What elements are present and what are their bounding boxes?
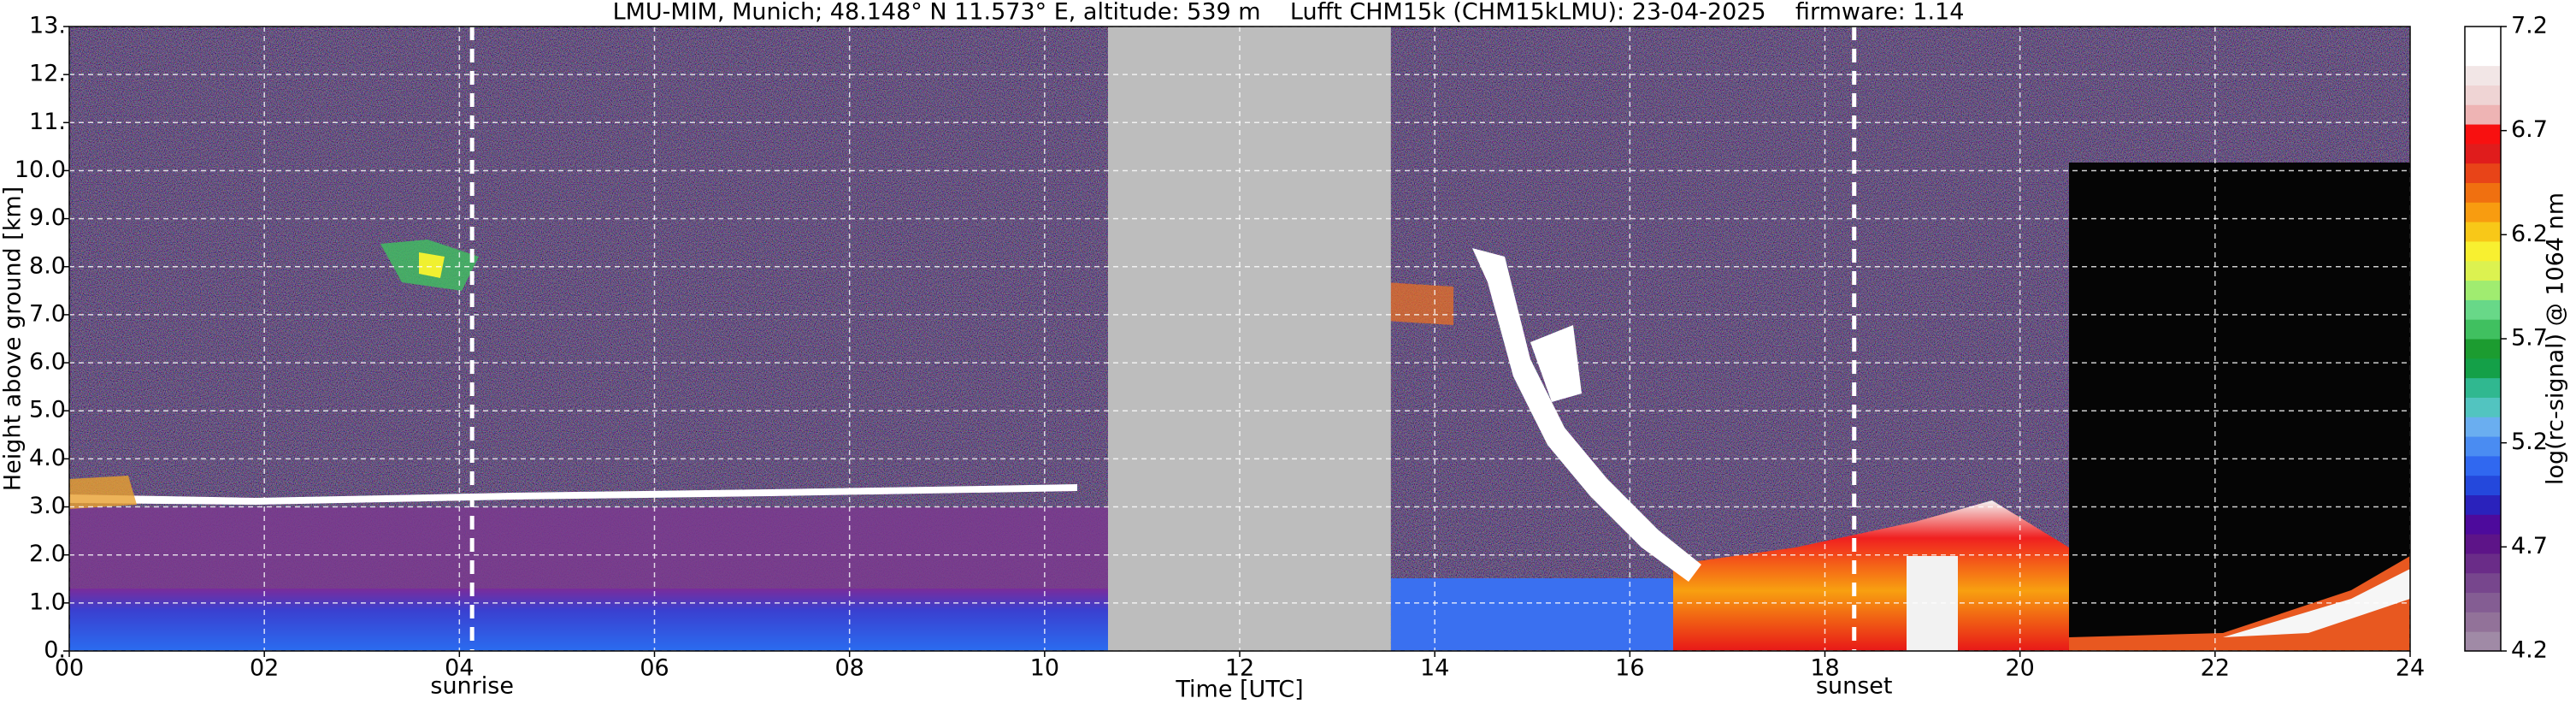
colorbar-tick-label: 4.2 — [2511, 637, 2548, 664]
colorbar-swatch — [2465, 104, 2501, 125]
colorbar-swatch — [2465, 182, 2501, 203]
colorbar-swatch — [2465, 163, 2501, 183]
colorbar-swatch — [2465, 339, 2501, 359]
colorbar-swatch — [2465, 27, 2501, 47]
x-tick-label: 08 — [834, 655, 864, 682]
y-tick-label: 7.0 — [29, 300, 66, 327]
y-tick-label: 8.0 — [29, 252, 66, 279]
x-tick-label: 22 — [2201, 655, 2230, 682]
colorbar-swatch — [2465, 514, 2501, 535]
x-axis-label: Time [UTC] — [1175, 677, 1303, 703]
colorbar-swatch — [2465, 280, 2501, 300]
y-tick-label: 2.0 — [29, 541, 66, 567]
x-tick-label: 10 — [1030, 655, 1059, 682]
x-tick-label: 02 — [250, 655, 279, 682]
y-tick-label: 5.0 — [29, 397, 66, 423]
colorbar-tick-label: 5.2 — [2511, 429, 2548, 455]
colorbar-swatch — [2465, 417, 2501, 437]
x-tick-label: 04 — [445, 655, 474, 682]
colorbar-swatch — [2465, 299, 2501, 320]
colorbar-swatch — [2465, 124, 2501, 145]
annotation-label: sunrise — [430, 673, 514, 700]
y-tick-label: 11. — [29, 109, 66, 135]
colorbar-swatch — [2465, 436, 2501, 457]
colorbar-tick-label: 7.2 — [2511, 13, 2548, 39]
colorbar-tick-label: 6.7 — [2511, 116, 2548, 143]
colorbar-swatch — [2465, 65, 2501, 86]
y-tick-label: 12. — [29, 61, 66, 87]
x-tick-label: 14 — [1420, 655, 1449, 682]
colorbar-swatch — [2465, 631, 2501, 652]
colorbar-swatch — [2465, 553, 2501, 574]
y-tick-label: 1.0 — [29, 589, 66, 615]
colorbar-swatch — [2465, 202, 2501, 222]
colorbar-swatch — [2465, 475, 2501, 495]
colorbar-swatch — [2465, 592, 2501, 612]
y-tick-label: 10.0 — [15, 157, 66, 183]
colorbar-swatch — [2465, 572, 2501, 594]
y-tick-label: 4.0 — [29, 445, 66, 471]
colorbar-tick-label: 4.7 — [2511, 533, 2548, 559]
colorbar-swatch — [2465, 85, 2501, 105]
colorbar-swatch — [2465, 143, 2501, 164]
plot-frame — [68, 26, 2411, 652]
colorbar-swatch — [2465, 222, 2501, 242]
colorbar-swatch — [2465, 534, 2501, 554]
colorbar-swatch — [2465, 260, 2501, 281]
colorbar-tick-label: 6.2 — [2511, 221, 2548, 247]
colorbar-swatch — [2465, 612, 2501, 632]
x-tick-label: 18 — [1810, 655, 1839, 682]
x-tick-label: 06 — [640, 655, 669, 682]
colorbar-swatch — [2465, 455, 2501, 476]
y-tick-label: 9.0 — [29, 204, 66, 231]
x-tick-label: 12 — [1225, 655, 1254, 682]
y-tick-label: 13. — [29, 13, 66, 39]
colorbar-swatch — [2465, 494, 2501, 515]
chart-title: LMU-MIM, Munich; 48.148° N 11.573° E, al… — [613, 0, 1965, 26]
y-tick-label: 0. — [44, 637, 66, 664]
colorbar-swatch — [2465, 397, 2501, 417]
colorbar-swatch — [2465, 358, 2501, 379]
x-tick-label: 16 — [1615, 655, 1644, 682]
y-axis-label: Height above ground [km] — [0, 186, 27, 491]
x-tick-label: 24 — [2396, 655, 2425, 682]
y-tick-label: 6.0 — [29, 349, 66, 376]
y-tick-label: 3.0 — [29, 493, 66, 519]
x-tick-label: 00 — [55, 655, 84, 682]
annotation-label: sunset — [1816, 673, 1893, 700]
colorbar-swatch — [2465, 45, 2501, 67]
colorbar-swatch — [2465, 319, 2501, 340]
no-data-region — [1107, 27, 1391, 651]
colorbar-swatch — [2465, 240, 2501, 262]
x-tick-label: 20 — [2005, 655, 2034, 682]
colorbar-label: log(rc-signal) @ 1064 nm — [2543, 192, 2569, 485]
colorbar-swatch — [2465, 377, 2501, 398]
colorbar-tick-label: 5.7 — [2511, 325, 2548, 352]
